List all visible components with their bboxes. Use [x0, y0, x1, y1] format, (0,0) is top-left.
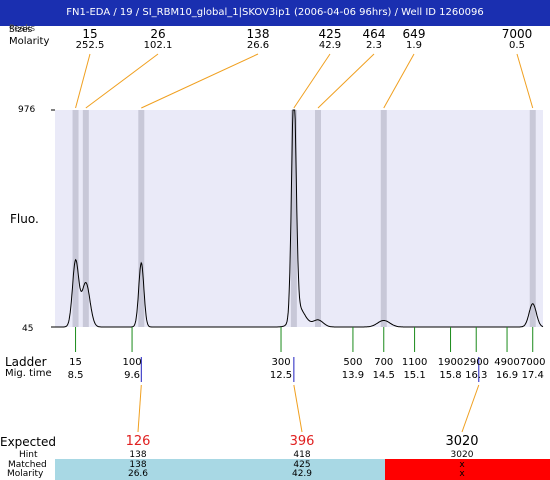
ladder-size-4900: 4900 [494, 357, 520, 368]
ladder-time-500: 13.9 [341, 370, 365, 381]
hint-value-3020: 3020 [450, 450, 474, 460]
molarity-row-label: Molarity [7, 469, 44, 479]
peak-size-138: 138 [246, 27, 270, 41]
peak-molarity-649: 1.9 [406, 40, 422, 51]
ladder-axis-label: Ladder [5, 355, 47, 369]
molarity-header-label: Molarity [9, 36, 50, 47]
peak-size-15: 15 [82, 27, 98, 41]
peak-band-7000 [529, 110, 536, 327]
ladder-size-15: 15 [69, 357, 82, 368]
expected-value-3020: 3020 [445, 434, 479, 449]
matched-row-bg [55, 459, 385, 480]
expected-value-396: 396 [289, 434, 315, 449]
ladder-time-700: 14.5 [372, 370, 395, 381]
matched-molarity-3020: x [459, 469, 465, 479]
expected-leader-3020 [461, 384, 480, 433]
matched-value-396: 425 [293, 460, 311, 470]
ladder-size-1900: 1900 [437, 357, 464, 368]
peak-leader-15 [75, 53, 91, 109]
ladder-size-2900: 2900 [463, 357, 489, 368]
expected-leader-396 [293, 384, 303, 433]
ladder-time-2900: 16.3 [465, 370, 488, 381]
peak-molarity-7000: 0.5 [509, 40, 525, 51]
ladder-time-100: 9.6 [124, 370, 140, 381]
peak-leader-26 [85, 53, 159, 109]
ladder-time-15: 8.5 [67, 370, 84, 381]
peak-molarity-15: 252.5 [75, 40, 105, 51]
matched-molarity-126: 26.6 [127, 469, 149, 479]
migtime-axis-label: Mig. time [5, 368, 52, 379]
y-axis-title: Fluo. [10, 212, 39, 226]
matched-molarity-396: 42.9 [291, 469, 313, 479]
ladder-time-300: 12.5 [269, 370, 293, 381]
unmatched-row-bg [385, 459, 550, 480]
ladder-size-500: 500 [343, 357, 363, 368]
peak-leader-425 [293, 53, 331, 109]
sizes-header-label: Sizes [9, 25, 33, 35]
ladder-time-1100: 15.1 [403, 370, 426, 381]
peak-molarity-464: 2.3 [366, 40, 382, 51]
matched-label: Matched [8, 460, 47, 470]
peak-band-26 [82, 110, 89, 327]
hint-label: Hint [19, 450, 38, 460]
peak-band-138 [138, 110, 145, 327]
window-title: FN1-EDA / 19 / SI_RBM10_global_1|SKOV3ip… [0, 0, 550, 26]
expected-value-126: 126 [125, 434, 151, 449]
peak-molarity-26: 102.1 [143, 40, 173, 51]
peak-leader-138 [141, 53, 259, 109]
peak-band-425 [290, 110, 297, 327]
expected-leader-126 [137, 384, 142, 433]
peak-band-649 [380, 110, 387, 327]
ladder-size-100: 100 [122, 357, 142, 368]
peak-leader-7000 [516, 53, 534, 109]
peak-band-464 [315, 110, 322, 327]
hint-value-396: 418 [293, 450, 311, 460]
peak-band-15 [72, 110, 79, 327]
ladder-time-1900: 15.8 [439, 370, 462, 381]
peak-size-464: 464 [362, 27, 386, 41]
peaks-header-label: Peaks [9, 24, 36, 34]
y-axis-max-label: 976 [18, 105, 36, 115]
ladder-size-1100: 1100 [401, 357, 428, 368]
ladder-size-7000: 7000 [519, 357, 546, 368]
peak-size-425: 425 [318, 27, 342, 41]
y-axis-min-label: 45 [22, 324, 34, 334]
matched-value-126: 138 [129, 460, 147, 470]
peak-size-26: 26 [150, 27, 166, 41]
peak-leader-649 [383, 53, 415, 109]
peak-size-7000: 7000 [501, 27, 533, 41]
peak-molarity-138: 26.6 [246, 40, 270, 51]
peak-molarity-425: 42.9 [318, 40, 342, 51]
peak-size-649: 649 [402, 27, 426, 41]
expected-label: Expected [0, 435, 56, 449]
peak-leader-464 [317, 53, 375, 109]
ladder-time-4900: 16.9 [495, 370, 519, 381]
fluorescence-trace [55, 109, 544, 328]
matched-value-3020: x [459, 460, 465, 470]
hint-value-126: 138 [129, 450, 147, 460]
ladder-size-700: 700 [374, 357, 394, 368]
ladder-size-300: 300 [271, 357, 291, 368]
ladder-time-7000: 17.4 [521, 370, 544, 381]
